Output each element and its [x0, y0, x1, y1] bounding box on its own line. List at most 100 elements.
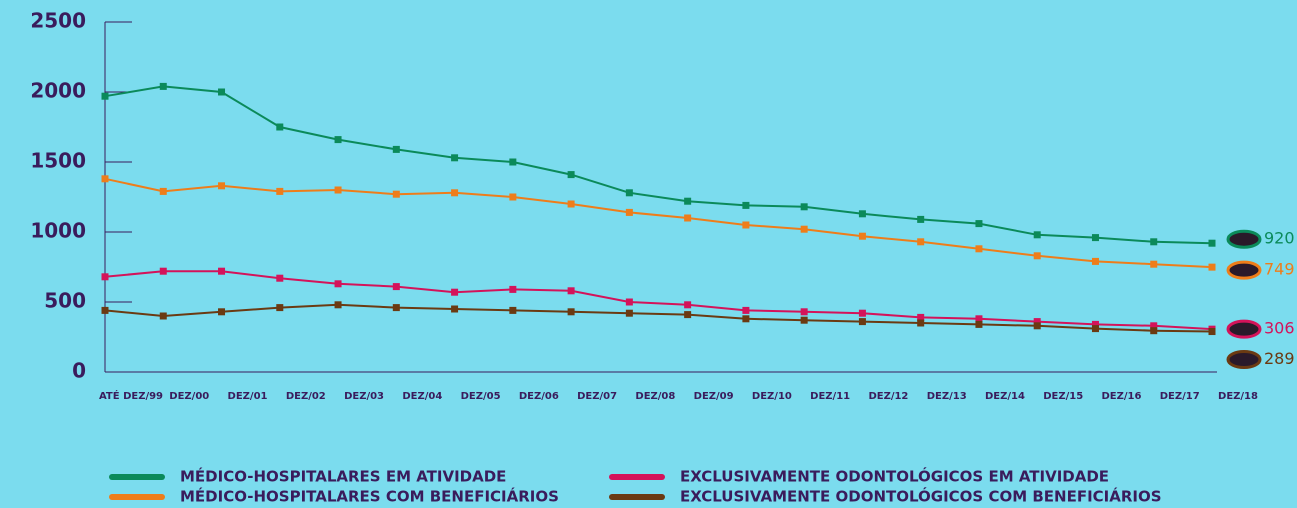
data-point	[1208, 239, 1216, 247]
x-tick-label: DEZ/04	[402, 391, 442, 402]
data-point	[1033, 252, 1041, 260]
y-tick-label: 2500	[30, 9, 86, 33]
y-tick-label: 2000	[30, 79, 86, 103]
data-point	[742, 306, 750, 314]
data-point	[684, 311, 692, 319]
data-point	[858, 232, 866, 240]
y-tick-label: 1000	[30, 219, 86, 243]
x-tick-label: DEZ/02	[286, 391, 326, 402]
legend-label: MÉDICO-HOSPITALARES EM ATIVIDADE	[180, 467, 506, 486]
data-point	[975, 315, 983, 323]
data-point	[625, 309, 633, 317]
data-point	[917, 319, 925, 327]
x-tick-label: DEZ/15	[1043, 391, 1083, 402]
legend-label: EXCLUSIVAMENTE ODONTOLÓGICOS EM ATIVIDAD…	[680, 467, 1109, 486]
data-point	[1091, 325, 1099, 333]
data-point	[917, 215, 925, 223]
data-point	[917, 238, 925, 246]
data-point	[975, 245, 983, 253]
data-point	[159, 312, 167, 320]
data-point	[276, 304, 284, 312]
data-point	[684, 197, 692, 205]
data-point	[625, 298, 633, 306]
data-point	[159, 82, 167, 90]
data-point	[1091, 234, 1099, 242]
end-icon	[1226, 319, 1262, 339]
x-tick-label: DEZ/03	[344, 391, 384, 402]
data-point	[858, 309, 866, 317]
data-point	[218, 267, 226, 275]
data-point	[1033, 318, 1041, 326]
data-point	[509, 193, 517, 201]
data-point	[975, 220, 983, 228]
data-point	[218, 182, 226, 190]
data-point	[451, 288, 459, 296]
data-point	[451, 305, 459, 313]
data-point	[218, 88, 226, 96]
data-point	[218, 308, 226, 316]
data-point	[684, 301, 692, 309]
data-point	[800, 225, 808, 233]
data-point	[1033, 231, 1041, 239]
data-point	[334, 280, 342, 288]
x-tick-label: DEZ/09	[694, 391, 734, 402]
x-tick-label: DEZ/08	[635, 391, 675, 402]
x-tick-label: ATÉ DEZ/99	[99, 389, 163, 402]
data-point	[1150, 260, 1158, 268]
end-icon	[1226, 260, 1262, 280]
data-point	[684, 214, 692, 222]
data-point	[392, 304, 400, 312]
data-point	[392, 283, 400, 291]
x-tick-label: DEZ/10	[752, 391, 792, 402]
x-tick-label: DEZ/16	[1101, 391, 1141, 402]
data-point	[101, 306, 109, 314]
data-point	[509, 158, 517, 166]
data-point	[1091, 257, 1099, 265]
data-point	[917, 313, 925, 321]
x-tick-label: DEZ/13	[927, 391, 967, 402]
x-tick-label: DEZ/07	[577, 391, 617, 402]
data-point	[858, 318, 866, 326]
x-tick-label: DEZ/12	[868, 391, 908, 402]
data-point	[1150, 238, 1158, 246]
y-tick-label: 0	[72, 359, 86, 383]
data-point	[334, 301, 342, 309]
x-tick-label: DEZ/06	[519, 391, 559, 402]
legend-label: MÉDICO-HOSPITALARES COM BENEFICIÁRIOS	[180, 487, 559, 506]
data-point	[858, 210, 866, 218]
series-line	[104, 270, 1213, 331]
series-line	[104, 303, 1213, 333]
end-label: 920	[1264, 229, 1295, 248]
data-point	[276, 187, 284, 195]
series-line	[104, 177, 1213, 269]
x-tick-label: DEZ/05	[461, 391, 501, 402]
x-tick-label: DEZ/14	[985, 391, 1025, 402]
data-point	[509, 285, 517, 293]
data-point	[567, 171, 575, 179]
data-point	[800, 316, 808, 324]
data-point	[567, 200, 575, 208]
data-point	[800, 203, 808, 211]
x-tick-label: DEZ/18	[1218, 391, 1258, 402]
end-label: 306	[1264, 319, 1295, 338]
data-point	[567, 287, 575, 295]
data-point	[1208, 263, 1216, 271]
y-tick-label: 500	[44, 289, 86, 313]
data-point	[159, 267, 167, 275]
end-label: 289	[1264, 349, 1295, 368]
data-point	[567, 308, 575, 316]
data-point	[392, 145, 400, 153]
data-point	[1150, 322, 1158, 330]
end-icon	[1226, 229, 1262, 249]
data-point	[392, 190, 400, 198]
data-point	[625, 208, 633, 216]
data-point	[975, 320, 983, 328]
y-tick-label: 1500	[30, 149, 86, 173]
data-point	[625, 189, 633, 197]
x-tick-label: DEZ/11	[810, 391, 850, 402]
end-label: 749	[1264, 260, 1295, 279]
data-point	[451, 154, 459, 162]
data-point	[800, 308, 808, 316]
data-point	[1208, 328, 1216, 336]
